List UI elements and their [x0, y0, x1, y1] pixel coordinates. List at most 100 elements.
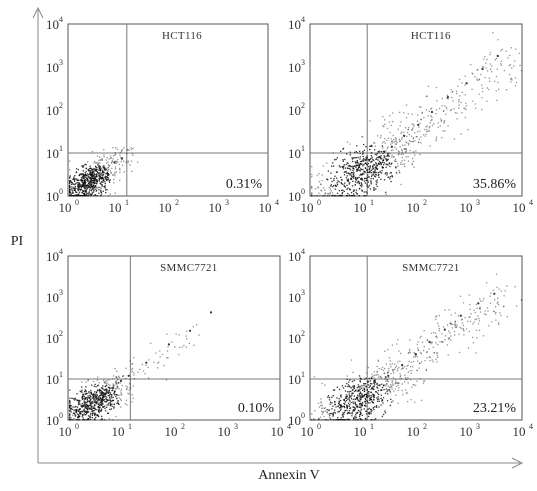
density-dot: [359, 418, 361, 420]
y-tick-label: 10: [46, 146, 59, 161]
density-dot: [69, 416, 71, 418]
density-dot: [330, 172, 332, 174]
density-dot: [382, 147, 384, 149]
density-dot: [88, 191, 90, 193]
density-dot: [119, 382, 121, 384]
density-dot: [367, 186, 369, 188]
data-point: [481, 67, 484, 71]
density-dot: [364, 401, 366, 403]
density-dot: [436, 361, 438, 363]
density-dot: [71, 419, 73, 421]
density-dot: [416, 120, 419, 122]
density-dot: [83, 165, 85, 167]
density-dot: [358, 169, 360, 171]
density-dot: [354, 403, 357, 405]
density-dot: [407, 371, 409, 374]
density-dot: [84, 410, 86, 412]
density-dot: [357, 162, 359, 164]
density-dot: [86, 418, 89, 420]
density-dot: [448, 330, 450, 332]
density-dot: [338, 410, 340, 413]
density-dot: [338, 401, 340, 403]
density-dot: [86, 411, 88, 414]
density-dot: [129, 164, 131, 166]
data-point: [80, 173, 83, 176]
density-dot: [395, 394, 397, 396]
density-dot: [106, 398, 108, 401]
density-dot: [395, 379, 397, 381]
density-dot: [330, 177, 332, 179]
density-dot: [94, 173, 96, 176]
density-dot: [91, 414, 94, 416]
density-dot: [327, 193, 330, 195]
y-tick-exponent: 0: [301, 411, 305, 420]
density-dot: [358, 389, 360, 392]
density-dot: [397, 402, 399, 404]
density-dot: [89, 170, 91, 172]
density-dot: [411, 113, 413, 115]
density-dot: [100, 174, 102, 176]
density-dot: [376, 181, 378, 184]
density-dot: [414, 352, 416, 355]
density-dot: [121, 159, 123, 161]
density-dot: [79, 411, 81, 413]
density-dot: [403, 148, 405, 150]
density-dot: [132, 385, 134, 387]
density-dot: [354, 408, 356, 410]
density-dot: [346, 419, 348, 421]
density-dot: [114, 175, 116, 177]
density-dot: [115, 160, 117, 162]
y-tick-label: 10: [46, 290, 59, 305]
density-dot: [367, 392, 369, 394]
density-dot: [361, 135, 363, 138]
x-tick-exponent: 2: [181, 422, 185, 431]
density-dot: [72, 406, 74, 408]
density-dot: [398, 350, 400, 352]
density-dot: [479, 306, 481, 308]
density-dot: [421, 341, 424, 343]
density-dot: [75, 419, 77, 421]
density-dot: [115, 416, 117, 418]
density-dot: [390, 163, 392, 165]
density-dot: [175, 333, 177, 335]
density-dot: [378, 393, 380, 395]
density-dot: [511, 79, 513, 81]
density-dot: [384, 377, 387, 379]
density-dot: [356, 160, 358, 162]
density-dot: [357, 164, 359, 166]
density-dot: [367, 381, 370, 383]
density-dot: [360, 378, 362, 380]
density-dot: [97, 400, 99, 402]
density-dot: [408, 144, 410, 146]
density-dot: [311, 419, 313, 421]
density-dot: [90, 396, 92, 398]
density-dot: [399, 140, 401, 142]
density-dot: [353, 387, 355, 389]
density-dot: [163, 364, 165, 367]
density-dot: [483, 297, 485, 300]
density-dot: [384, 156, 386, 158]
density-dot: [496, 99, 498, 101]
density-dot: [335, 171, 338, 173]
density-dot: [403, 163, 406, 165]
density-dot: [437, 122, 439, 124]
density-dot: [92, 188, 94, 191]
density-dot: [94, 182, 96, 184]
density-dot: [352, 389, 354, 391]
density-dot: [186, 330, 188, 332]
density-dot: [105, 392, 107, 394]
density-dot: [347, 412, 350, 414]
density-dot: [109, 155, 112, 157]
density-dot: [357, 169, 359, 172]
density-dot: [495, 75, 498, 78]
density-dot: [359, 380, 361, 382]
density-dot: [366, 155, 368, 157]
density-dot: [111, 394, 113, 396]
density-dot: [329, 193, 331, 195]
density-dot: [379, 384, 381, 387]
density-dot: [82, 414, 84, 416]
density-dot: [353, 408, 355, 411]
density-dot: [363, 388, 366, 390]
density-dot: [114, 171, 116, 174]
density-dot: [352, 398, 355, 400]
